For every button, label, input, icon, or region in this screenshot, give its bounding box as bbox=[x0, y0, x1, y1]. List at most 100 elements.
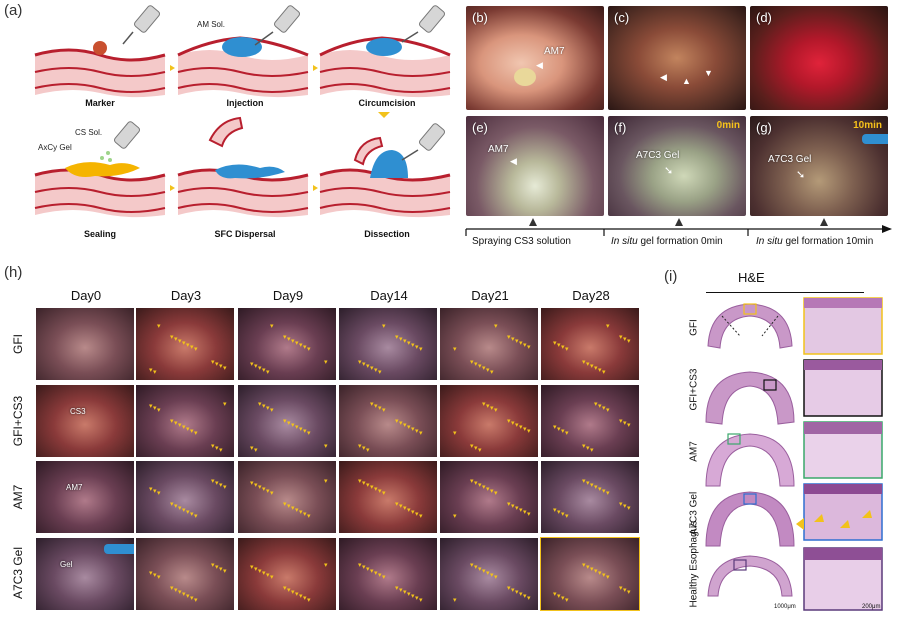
he-overview-am7 bbox=[705, 433, 795, 487]
marker-triangle: ▾ bbox=[382, 490, 386, 497]
marker-triangle: ▾ bbox=[407, 507, 411, 514]
marker-triangle: ▾ bbox=[490, 405, 494, 412]
marker-triangle: ▾ bbox=[582, 443, 586, 450]
marker-triangle: ▾ bbox=[283, 418, 287, 425]
marker-triangle: ▾ bbox=[270, 490, 274, 497]
marker-triangle: ▾ bbox=[374, 570, 378, 577]
marker-triangle: ▾ bbox=[190, 511, 194, 518]
marker-triangle: ▾ bbox=[194, 513, 198, 520]
marker-triangle: ▾ bbox=[324, 443, 328, 450]
marker-triangle: ▾ bbox=[250, 480, 254, 487]
marker-triangle: ▾ bbox=[194, 597, 198, 604]
panel-label: (g) bbox=[756, 120, 772, 135]
endoscopy-image: ▾ ▾ ▾ ▾ ▾ ▾ ▾ ▾ ▾ ▾ ▾ ▾ ▾ ▾ bbox=[540, 537, 640, 611]
marker-triangle: ▾ bbox=[270, 323, 274, 330]
marker-triangle: ▾ bbox=[474, 480, 478, 487]
marker-triangle: ▾ bbox=[494, 574, 498, 581]
marker-triangle: ▾ bbox=[287, 503, 291, 510]
group-label: A7C3 Gel bbox=[11, 546, 25, 600]
photo-panel-g: (g) 10min A7C3 Gel ➘ bbox=[750, 116, 888, 216]
endoscopy-image: ▾ ▾ ▾ ▾ ▾ ▾ ▾ ▾ ▾ ▾ ▾ ▾ ▾ ▾ bbox=[136, 385, 234, 457]
he-row-label: AM7 bbox=[688, 441, 700, 462]
marker-triangle: ▾ bbox=[174, 336, 178, 343]
marker-triangle: ▾ bbox=[523, 426, 527, 433]
marker-triangle: ▾ bbox=[511, 420, 515, 427]
marker-triangle: ▾ bbox=[515, 505, 519, 512]
endoscopy-image: ▾ ▾ ▾ ▾ ▾ ▾ ▾ ▾ ▾ ▾ ▾ ▾ ▾ ▾ bbox=[339, 538, 437, 610]
marker-triangle: ▾ bbox=[291, 338, 295, 345]
marker-triangle: ▾ bbox=[266, 369, 270, 376]
marker-triangle: ▾ bbox=[307, 430, 311, 437]
marker-triangle: ▾ bbox=[219, 363, 223, 370]
marker-triangle: ▾ bbox=[157, 323, 161, 330]
marker-triangle: ▾ bbox=[324, 478, 328, 485]
endoscopy-image bbox=[36, 461, 134, 533]
marker-triangle: ▾ bbox=[223, 365, 227, 372]
tissue-strip-sealing bbox=[34, 121, 166, 218]
marker-triangle: ▾ bbox=[303, 344, 307, 351]
endoscopy-image: ▾ ▾ ▾ ▾ ▾ ▾ ▾ ▾ ▾ ▾ ▾ ▾ ▾ ▾ bbox=[440, 538, 538, 610]
marker-triangle: ▾ bbox=[291, 505, 295, 512]
day-header: Day0 bbox=[70, 288, 102, 303]
marker-triangle: ▾ bbox=[507, 334, 511, 341]
endoscopy-image: ▾ ▾ ▾ ▾ ▾ ▾ ▾ ▾ ▾ ▾ ▾ ▾ ▾ ▾ bbox=[238, 461, 336, 533]
marker-triangle: ▾ bbox=[623, 503, 627, 510]
endoscopy-image: ▾ ▾ ▾ ▾ ▾ ▾ ▾ ▾ ▾ ▾ ▾ ▾ ▾ ▾ bbox=[339, 385, 437, 457]
marker-triangle: ▾ bbox=[370, 365, 374, 372]
marker-triangle: ▾ bbox=[378, 572, 382, 579]
photo-annotation: A7C3 Gel bbox=[768, 154, 812, 165]
marker-triangle: ▾ bbox=[153, 369, 157, 376]
day-header: Day28 bbox=[572, 288, 610, 303]
marker-triangle: ▾ bbox=[266, 405, 270, 412]
marker-triangle: ▾ bbox=[299, 593, 303, 600]
he-row-label: Healthy Esophagus bbox=[688, 520, 700, 608]
white-arrow: ➘ bbox=[796, 169, 806, 181]
marker-triangle: ▾ bbox=[403, 338, 407, 345]
marker-triangle: ▾ bbox=[395, 334, 399, 341]
marker-triangle: ▾ bbox=[149, 403, 153, 410]
marker-arrowhead: ▲ bbox=[682, 76, 691, 86]
marker-triangle: ▾ bbox=[174, 503, 178, 510]
marker-triangle: ▾ bbox=[598, 570, 602, 577]
marker-triangle: ▾ bbox=[415, 595, 419, 602]
marker-triangle: ▾ bbox=[149, 486, 153, 493]
he-title: H&E bbox=[738, 270, 765, 285]
marker-triangle: ▾ bbox=[399, 503, 403, 510]
marker-triangle: ▾ bbox=[602, 572, 606, 579]
timeline-label-gel-0min: In situ gel formation 0min bbox=[611, 236, 723, 247]
marker-triangle: ▾ bbox=[266, 488, 270, 495]
marker-triangle: ▾ bbox=[190, 428, 194, 435]
marker-triangle: ▾ bbox=[174, 587, 178, 594]
endoscopy-image: ▾ ▾ ▾ ▾ ▾ ▾ ▾ ▾ ▾ ▾ ▾ ▾ ▾ ▾ bbox=[440, 461, 538, 533]
marker-triangle: ▾ bbox=[358, 562, 362, 569]
step-arrow-down bbox=[378, 112, 390, 118]
marker-triangle: ▾ bbox=[215, 445, 219, 452]
marker-triangle: ▾ bbox=[153, 572, 157, 579]
marker-triangle: ▾ bbox=[223, 484, 227, 491]
marker-triangle: ▾ bbox=[170, 418, 174, 425]
marker-triangle: ▾ bbox=[324, 359, 328, 366]
marker-triangle: ▾ bbox=[149, 570, 153, 577]
marker-triangle: ▾ bbox=[219, 447, 223, 454]
marker-triangle: ▾ bbox=[594, 484, 598, 491]
marker-triangle: ▾ bbox=[283, 334, 287, 341]
marker-triangle: ▾ bbox=[254, 447, 258, 454]
marker-triangle: ▾ bbox=[557, 593, 561, 600]
marker-triangle: ▾ bbox=[149, 367, 153, 374]
marker-triangle: ▾ bbox=[382, 574, 386, 581]
marker-triangle: ▾ bbox=[470, 443, 474, 450]
endoscopy-image: ▾ ▾ ▾ ▾ ▾ ▾ ▾ ▾ ▾ ▾ ▾ ▾ ▾ ▾ bbox=[136, 461, 234, 533]
marker-triangle: ▾ bbox=[606, 323, 610, 330]
endoscopy-image: ▾ ▾ ▾ ▾ ▾ ▾ ▾ ▾ ▾ ▾ ▾ ▾ ▾ ▾ bbox=[238, 385, 336, 457]
marker-triangle: ▾ bbox=[211, 478, 215, 485]
marker-triangle: ▾ bbox=[262, 486, 266, 493]
marker-triangle: ▾ bbox=[511, 503, 515, 510]
marker-arrowhead: ◀ bbox=[510, 156, 517, 166]
marker-triangle: ▾ bbox=[358, 359, 362, 366]
endoscopy-image: ▾ ▾ ▾ ▾ ▾ ▾ ▾ ▾ ▾ ▾ ▾ ▾ ▾ ▾ bbox=[238, 308, 336, 380]
endoscopy-image: ▾ ▾ ▾ ▾ ▾ ▾ ▾ ▾ ▾ ▾ ▾ ▾ ▾ ▾ bbox=[541, 308, 639, 380]
marker-triangle: ▾ bbox=[561, 344, 565, 351]
he-overview-healthy bbox=[707, 555, 793, 597]
marker-triangle: ▾ bbox=[474, 564, 478, 571]
he-overview-gfi-cs3 bbox=[705, 371, 795, 425]
